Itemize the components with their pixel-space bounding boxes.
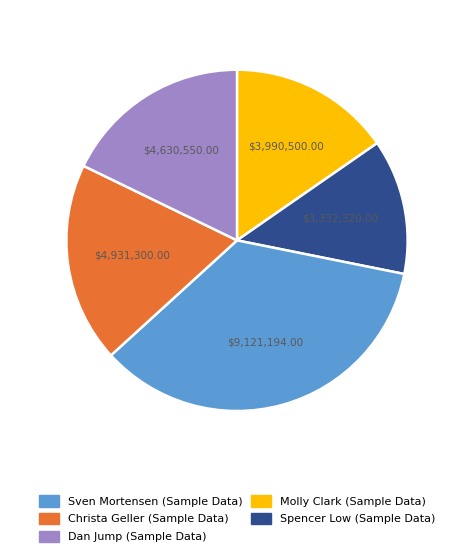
Text: $9,121,194.00: $9,121,194.00 [227, 337, 303, 347]
Wedge shape [237, 70, 377, 240]
Wedge shape [66, 166, 237, 356]
Legend: Sven Mortensen (Sample Data), Christa Geller (Sample Data), Dan Jump (Sample Dat: Sven Mortensen (Sample Data), Christa Ge… [39, 495, 435, 542]
Wedge shape [83, 70, 237, 240]
Text: $4,630,550.00: $4,630,550.00 [143, 146, 219, 156]
Text: $3,332,320.00: $3,332,320.00 [302, 214, 379, 224]
Wedge shape [111, 240, 404, 411]
Wedge shape [237, 143, 408, 274]
Text: $3,990,500.00: $3,990,500.00 [248, 141, 324, 151]
Text: $4,931,300.00: $4,931,300.00 [94, 250, 170, 260]
